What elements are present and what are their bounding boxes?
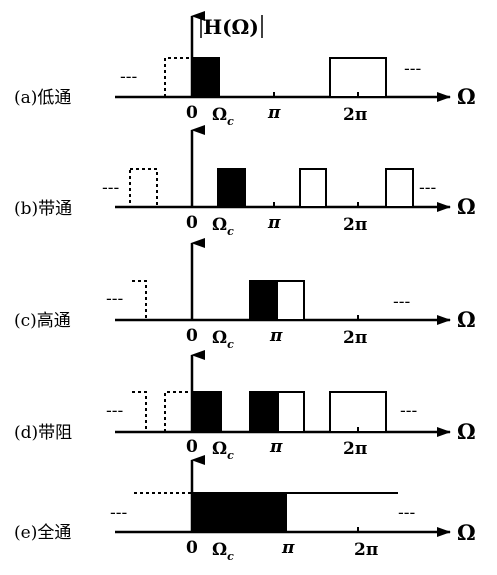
- passband-block: [191, 492, 287, 533]
- passband-mirror-dashed: [129, 168, 158, 208]
- omega-c-label: Ωc: [212, 328, 234, 351]
- axis-symbol: Ω: [457, 520, 476, 545]
- axis-symbol: Ω: [457, 419, 476, 444]
- panel-bandstop: --- --- (d)带阻 0 Ωc π 2π Ω: [14, 350, 476, 462]
- two-pi-label: 2π: [343, 328, 367, 348]
- ellipsis-right: ---: [419, 178, 436, 197]
- zero-label: 0: [186, 103, 198, 123]
- magnitude-title: H(Ω): [200, 15, 263, 39]
- panel-label: (b)带通: [14, 199, 72, 219]
- axis-symbol: Ω: [457, 84, 476, 109]
- ellipsis-left: ---: [120, 67, 137, 86]
- zero-label: 0: [186, 538, 198, 558]
- passband-replica-1: [299, 168, 327, 208]
- ellipsis-left: ---: [110, 503, 127, 522]
- passband-mirror-dashed: [132, 280, 147, 320]
- panel-highpass: --- --- (c)高通 0 Ωc π 2π Ω: [14, 238, 476, 351]
- panel-allpass: --- --- (e)全通 0 Ωc π 2π Ω: [14, 455, 476, 563]
- panel-bandpass: --- --- (b)带通 0 Ωc π 2π Ω: [14, 125, 476, 238]
- passband-block: [217, 168, 246, 208]
- pi-label: π: [269, 437, 283, 457]
- passband-high-replica: [277, 391, 305, 433]
- two-pi-label: 2π: [343, 439, 367, 459]
- pi-label: π: [267, 213, 281, 233]
- ellipsis-left: ---: [102, 178, 119, 197]
- axis-symbol: Ω: [457, 194, 476, 219]
- magnitude-title-text: H(Ω): [203, 15, 259, 39]
- passband-mirror-dashed: [164, 57, 192, 97]
- passband-replica-2: [385, 168, 414, 208]
- passband-replica: [329, 391, 387, 433]
- panel-label: (d)带阻: [14, 423, 72, 443]
- zero-label: 0: [186, 326, 198, 346]
- passband-replica: [329, 57, 387, 98]
- pi-label: π: [281, 538, 295, 558]
- omega-c-label: Ωc: [212, 540, 234, 563]
- passband-replica: [276, 280, 305, 321]
- panel-label: (c)高通: [14, 311, 71, 331]
- panel-label: (e)全通: [14, 523, 71, 543]
- ellipsis-left: ---: [106, 289, 123, 308]
- zero-label: 0: [186, 437, 198, 457]
- passband-low-block: [191, 391, 222, 433]
- omega-c-label: Ωc: [212, 215, 234, 238]
- stopband-mirror-dashed-2: [164, 391, 192, 432]
- ellipsis-right: ---: [400, 401, 417, 420]
- two-pi-label: 2π: [354, 540, 378, 560]
- axis-symbol: Ω: [457, 307, 476, 332]
- pi-label: π: [269, 326, 283, 346]
- ellipsis-right: ---: [404, 59, 421, 78]
- passband-block: [191, 57, 220, 98]
- panel-label: (a)低通: [14, 88, 71, 108]
- two-pi-label: 2π: [343, 215, 367, 235]
- passband-high-block: [249, 391, 279, 433]
- panel-lowpass: --- --- (a)低通 0 Ωc π 2π Ω: [14, 11, 476, 128]
- passband-block: [249, 280, 278, 321]
- ellipsis-left: ---: [106, 401, 123, 420]
- omega-c-label: Ωc: [212, 439, 234, 462]
- two-pi-label: 2π: [343, 105, 367, 125]
- ellipsis-right: ---: [393, 292, 410, 311]
- stopband-mirror-dashed-1: [132, 391, 147, 432]
- omega-c-label: Ωc: [212, 105, 234, 128]
- zero-label: 0: [186, 213, 198, 233]
- pi-label: π: [267, 103, 281, 123]
- ellipsis-right: ---: [398, 503, 415, 522]
